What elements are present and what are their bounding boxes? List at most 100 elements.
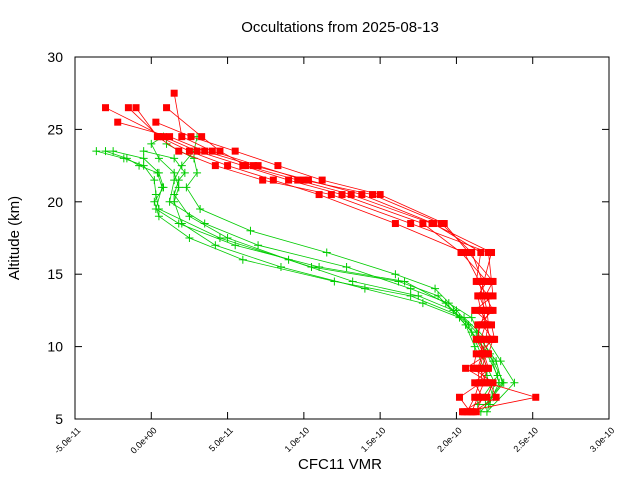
y-tick-label: 10 <box>47 339 63 355</box>
data-point <box>452 306 461 315</box>
data-point <box>434 291 443 300</box>
data-point <box>139 161 148 170</box>
data-point <box>294 176 302 184</box>
plot-frame <box>74 56 610 420</box>
data-point <box>480 277 488 285</box>
data-point <box>360 284 369 293</box>
data-point <box>166 133 174 141</box>
data-point <box>394 277 403 286</box>
data-point <box>491 335 499 343</box>
data-point <box>407 220 415 228</box>
series-green-2 <box>109 147 519 416</box>
data-point <box>114 118 122 126</box>
data-point <box>358 191 366 199</box>
data-point <box>208 147 216 155</box>
data-point <box>467 313 476 322</box>
data-point <box>304 176 312 184</box>
data-point <box>211 241 220 250</box>
series-line <box>117 121 497 413</box>
data-point <box>180 168 189 177</box>
data-point <box>469 364 477 372</box>
y-tick-label: 30 <box>47 49 63 65</box>
data-point <box>139 154 148 163</box>
series-red-2 <box>170 89 492 416</box>
y-tick-label: 15 <box>47 266 63 282</box>
data-point <box>150 176 159 185</box>
data-point <box>472 277 480 285</box>
data-point <box>178 133 186 141</box>
x-tick-label: 1.0e-10 <box>283 425 312 454</box>
data-point <box>182 183 191 192</box>
data-point <box>428 220 436 228</box>
data-point <box>474 393 482 401</box>
data-point <box>465 248 473 256</box>
series-line <box>155 121 494 413</box>
data-point <box>489 292 497 300</box>
series-green-7 <box>162 139 504 409</box>
data-point <box>185 147 193 155</box>
data-point <box>152 118 160 126</box>
data-point <box>472 335 480 343</box>
data-point <box>124 104 132 112</box>
data-point <box>461 320 470 329</box>
data-point <box>315 191 323 199</box>
x-tick-label: 0.0e+00 <box>128 425 158 455</box>
data-point <box>175 147 183 155</box>
data-point <box>276 262 285 271</box>
series-red-6 <box>152 118 497 416</box>
y-tick-label: 25 <box>47 121 63 137</box>
data-point <box>285 176 293 184</box>
series-red-4 <box>114 118 500 416</box>
data-point <box>224 162 232 170</box>
data-point <box>477 306 485 314</box>
data-point <box>231 147 239 155</box>
data-point <box>391 270 400 279</box>
y-tick-label: 5 <box>55 411 63 427</box>
data-point <box>488 248 496 256</box>
data-point <box>481 306 489 314</box>
data-point <box>492 357 501 366</box>
x-tick-label: 3.0e-10 <box>588 425 617 454</box>
data-point <box>466 408 474 416</box>
data-point <box>170 89 178 97</box>
data-point <box>483 321 491 329</box>
data-point <box>472 408 480 416</box>
x-tick-label: 2.5e-10 <box>511 425 540 454</box>
x-tick-label: -5.0e-11 <box>52 425 82 455</box>
data-point <box>242 162 250 170</box>
series-line <box>166 143 500 405</box>
data-point <box>159 133 167 141</box>
data-point <box>170 168 179 177</box>
data-point <box>338 191 346 199</box>
data-point <box>481 292 489 300</box>
data-point <box>215 234 224 242</box>
data-point <box>510 378 519 387</box>
data-point <box>162 139 171 148</box>
data-point <box>102 104 110 112</box>
data-point <box>254 241 263 250</box>
data-point <box>246 226 255 235</box>
data-point <box>489 379 497 387</box>
data-point <box>259 176 267 184</box>
data-point <box>489 306 497 314</box>
data-point <box>254 162 262 170</box>
data-point <box>153 133 161 141</box>
data-point <box>418 299 427 308</box>
series-line <box>169 136 503 405</box>
x-axis-label: CFC11 VMR <box>298 456 382 473</box>
data-point <box>187 133 195 141</box>
data-point <box>477 248 485 256</box>
data-point <box>327 191 335 199</box>
data-point <box>455 393 463 401</box>
data-point <box>196 205 205 214</box>
data-point <box>151 190 160 199</box>
series-red-7 <box>163 104 496 416</box>
series-green-3 <box>101 147 499 409</box>
data-point <box>431 284 440 293</box>
data-point <box>211 162 219 170</box>
series-green-1 <box>147 132 508 416</box>
data-point <box>470 342 479 351</box>
data-point <box>480 350 488 358</box>
data-point <box>488 321 496 329</box>
